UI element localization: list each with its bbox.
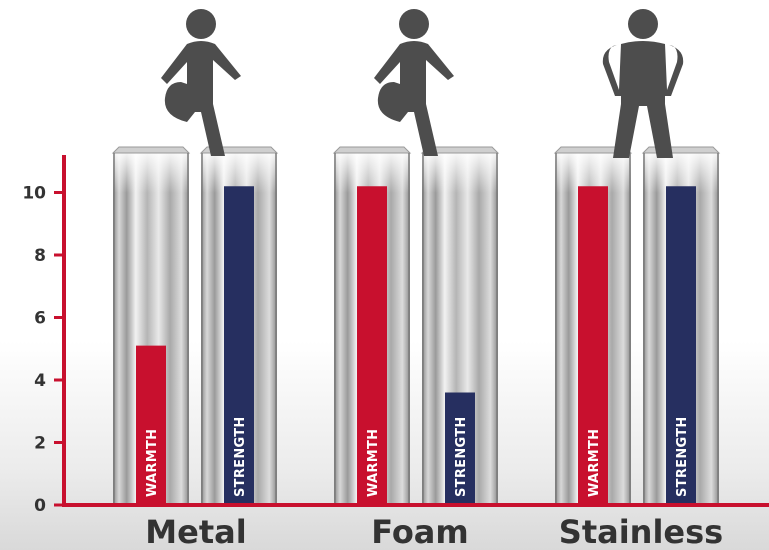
bar-label: WARMTH (587, 429, 602, 497)
bar-warmth-stainless (578, 186, 608, 505)
y-tick-label: 10 (22, 184, 46, 204)
bar-label: STRENGTH (233, 416, 248, 497)
category-label-foam: Foam (371, 513, 468, 550)
bar-label: WARMTH (145, 429, 160, 497)
category-label-stainless: Stainless (559, 513, 723, 550)
axes (62, 155, 769, 507)
y-tick-label: 2 (34, 434, 46, 454)
y-tick-label: 4 (34, 371, 46, 391)
bar-strength-foam (445, 392, 475, 505)
bar-strength-metal (224, 186, 254, 505)
metal-pillars (111, 146, 721, 505)
person-standing-hands-on-hips-icon (602, 9, 684, 158)
bar-label: STRENGTH (454, 416, 469, 497)
person-walking-icon (161, 9, 241, 156)
bar-warmth-foam (357, 186, 387, 505)
figures (161, 9, 684, 158)
bar-warmth-metal (136, 345, 166, 505)
bar-label: WARMTH (366, 429, 381, 497)
bar-strength-stainless (666, 186, 696, 505)
y-tick-label: 6 (34, 309, 46, 329)
y-ticks: 0 2 4 6 8 10 (22, 184, 64, 516)
y-tick-label: 8 (34, 246, 46, 266)
person-walking-icon (374, 9, 454, 156)
bar-label: STRENGTH (675, 416, 690, 497)
bars: WARMTH STRENGTH WARMTH STRENGTH WARMTH STRENG… (136, 186, 696, 505)
category-labels: Metal Foam Stainless (145, 513, 723, 550)
category-label-metal: Metal (145, 513, 246, 550)
y-tick-label: 0 (34, 496, 46, 516)
metal-pillar (420, 146, 500, 505)
